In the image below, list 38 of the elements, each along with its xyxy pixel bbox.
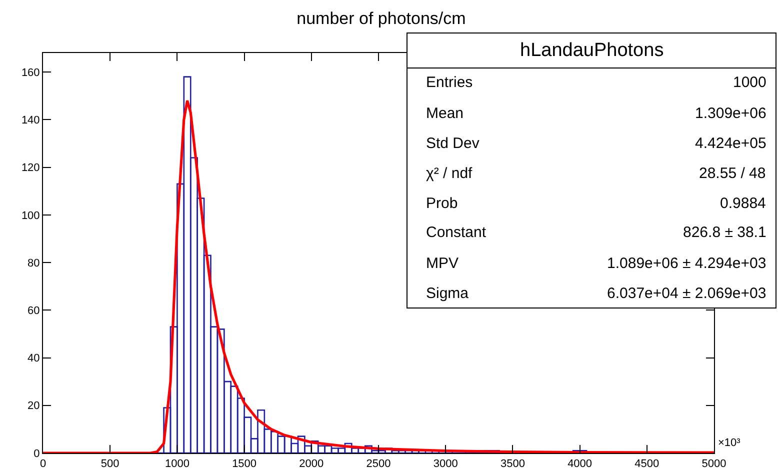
y-tick-label: 160 — [21, 66, 40, 79]
annotation: 1.089e+06 ± 4.294e+03 — [607, 255, 766, 272]
annotation: hLandauPhotons — [520, 40, 664, 61]
text: 0.9884 — [720, 195, 766, 212]
annotation: Std Dev — [426, 135, 480, 152]
y-tick-label: 100 — [21, 210, 40, 222]
annotation: χ² / ndf — [426, 165, 474, 182]
annotation: Mean — [426, 105, 464, 122]
annotation: Sigma — [426, 285, 470, 302]
annotation: 6.037e+04 ± 2.069e+03 — [607, 285, 766, 302]
annotation: MPV — [426, 255, 459, 272]
y-tick-label: 120 — [21, 162, 40, 174]
y-tick-label: 0 — [34, 448, 40, 460]
y-tick-label: 140 — [21, 114, 40, 127]
y-tick-label: 40 — [28, 352, 40, 365]
text: ×10³ — [718, 437, 741, 449]
y-tick-label: 20 — [28, 400, 40, 412]
y-tick-label: 60 — [28, 304, 40, 317]
x-tick-label: 3500 — [500, 458, 525, 470]
x-tick-label: 4000 — [568, 458, 592, 470]
x-tick-label: 1000 — [164, 458, 190, 470]
annotation: 4.424e+05 — [695, 135, 766, 152]
x-tick-label: 500 — [100, 458, 120, 470]
x-tick-label: 2500 — [366, 458, 391, 470]
annotation: Entries — [426, 74, 473, 91]
text: 1000 — [733, 74, 766, 91]
x-tick-label: 3000 — [433, 458, 458, 470]
annotation: Prob — [426, 195, 458, 212]
annotation: Constant — [426, 224, 487, 241]
x-tick-label: 2000 — [299, 458, 324, 470]
annotation: 1.309e+06 — [695, 105, 766, 122]
x-tick-label: 4500 — [634, 458, 660, 470]
annotation: 28.55 / 48 — [699, 165, 766, 182]
x-tick-label: 1500 — [232, 458, 257, 470]
annotation: 826.8 ± 38.1 — [683, 224, 766, 241]
chart-title: number of photons/cm — [296, 9, 466, 28]
x-tick-label: 5000 — [702, 458, 726, 470]
y-tick-label: 80 — [28, 257, 40, 270]
